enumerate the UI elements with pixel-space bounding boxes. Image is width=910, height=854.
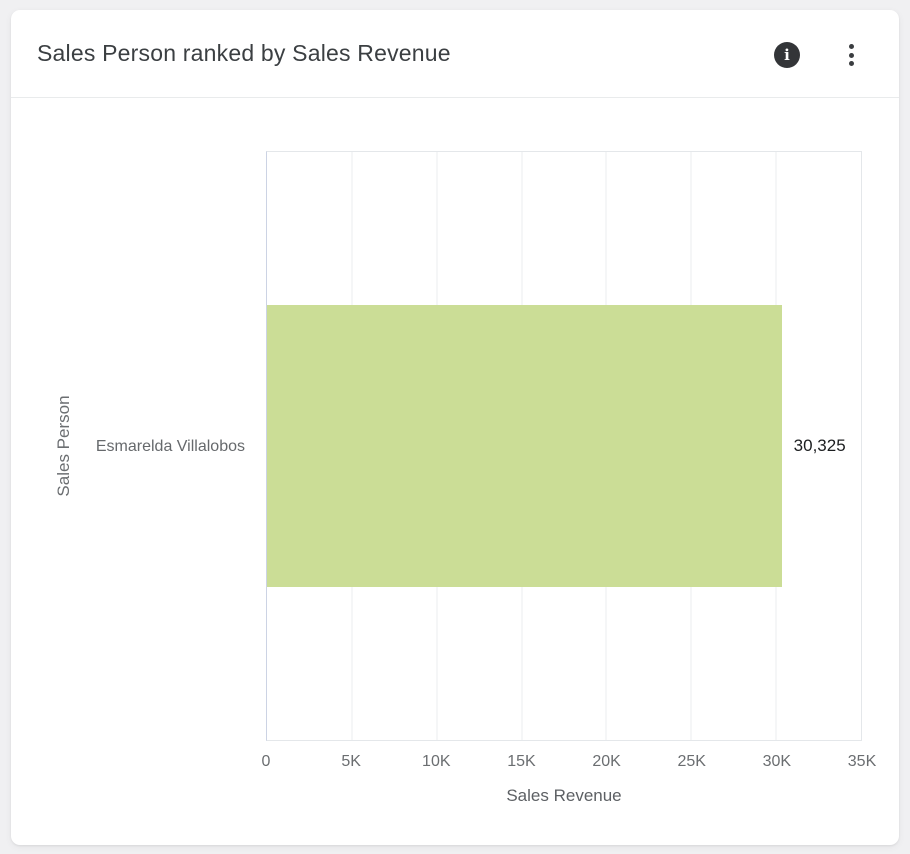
- plot-area: 30,325: [266, 151, 862, 741]
- kebab-menu-button[interactable]: [839, 41, 863, 69]
- x-axis-title: Sales Revenue: [506, 786, 622, 805]
- x-tick-label: 25K: [677, 753, 706, 770]
- info-icon: i: [774, 42, 800, 68]
- x-axis-tick-labels: 0 5K 10K 15K 20K 25K 30K 35K: [262, 752, 877, 772]
- x-tick-label: 0: [261, 753, 271, 770]
- info-button[interactable]: i: [774, 42, 800, 68]
- bar-value-label: 30,325: [793, 436, 846, 455]
- category-label: Esmarelda Villalobos: [95, 438, 245, 455]
- chart-widget-card: Sales Person ranked by Sales Revenue i S…: [11, 10, 899, 845]
- bar-esmarelda-villalobos[interactable]: [267, 304, 782, 588]
- x-tick-label: 15K: [507, 753, 536, 770]
- widget-title: Sales Person ranked by Sales Revenue: [37, 40, 451, 66]
- kebab-menu-icon: [848, 52, 854, 58]
- x-tick-label: 10K: [422, 753, 451, 770]
- widget-header: Sales Person ranked by Sales Revenue i: [11, 10, 899, 98]
- x-tick-label: 5K: [341, 753, 361, 770]
- kebab-menu-icon: [848, 61, 854, 66]
- kebab-menu-icon: [848, 44, 854, 49]
- x-tick-label: 30K: [762, 753, 792, 770]
- x-tick-label: 35K: [847, 753, 877, 770]
- x-tick-label: 20K: [592, 753, 621, 770]
